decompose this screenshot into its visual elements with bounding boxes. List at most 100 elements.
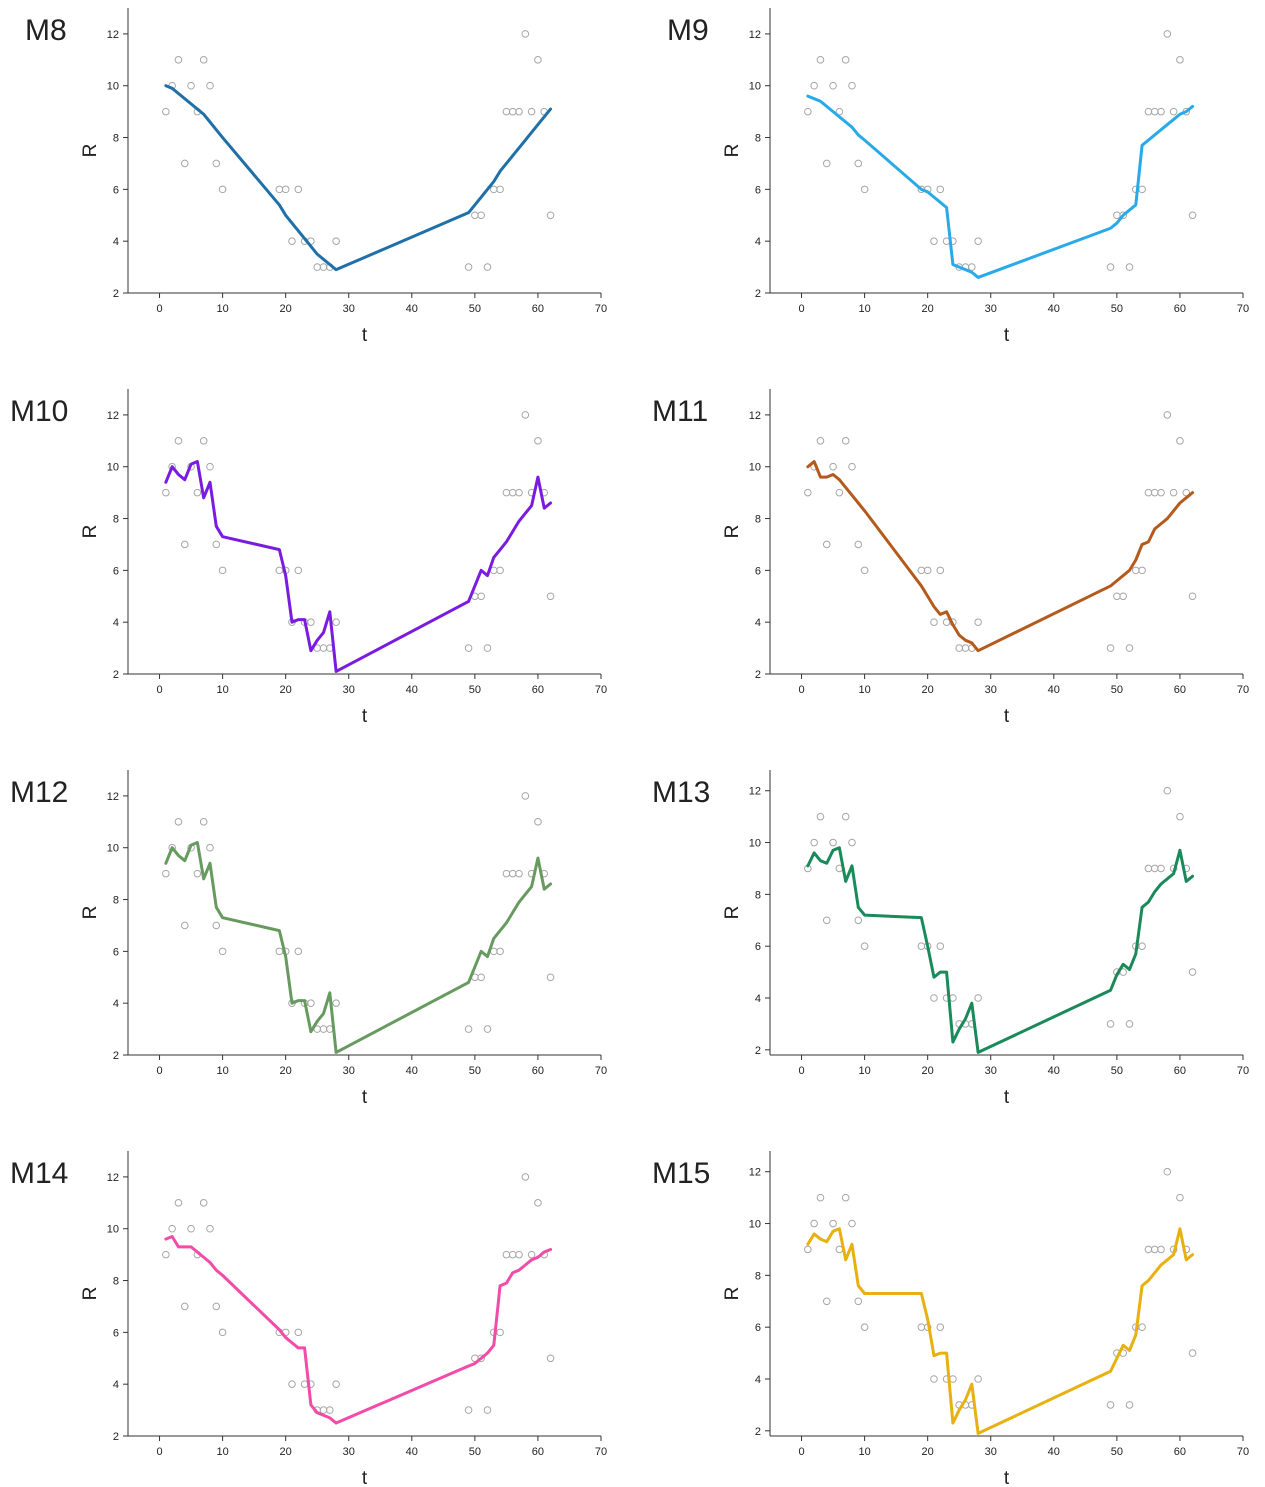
data-point <box>841 437 850 445</box>
x-tick-label: 40 <box>406 1446 418 1458</box>
data-point <box>917 942 926 950</box>
data-point <box>923 566 932 575</box>
data-point <box>955 644 964 652</box>
data-point <box>206 81 214 90</box>
y-tick-label: 8 <box>113 895 119 907</box>
x-tick-label: 0 <box>798 303 804 315</box>
x-tick-label: 40 <box>406 303 418 315</box>
x-tick-label: 0 <box>156 303 162 315</box>
x-tick-label: 10 <box>216 684 228 696</box>
y-tick-label: 10 <box>107 462 119 474</box>
data-point <box>917 566 926 575</box>
x-tick-label: 40 <box>1048 303 1060 315</box>
y-axis-label: R <box>80 144 101 158</box>
y-tick-label: 2 <box>113 1050 119 1062</box>
panel-title: M13 <box>652 776 710 809</box>
panel-title: M10 <box>10 395 68 428</box>
x-tick-label: 0 <box>798 684 804 696</box>
data-point <box>930 994 938 1002</box>
x-tick-label: 20 <box>922 1446 934 1458</box>
data-point <box>174 437 183 445</box>
panel-title: M14 <box>10 1157 68 1190</box>
data-point <box>477 973 485 982</box>
data-point <box>822 159 831 168</box>
y-tick-label: 12 <box>107 1172 119 1184</box>
data-point <box>841 1193 850 1202</box>
data-point <box>180 1302 189 1311</box>
data-point <box>180 159 189 168</box>
data-point <box>930 237 938 245</box>
x-tick-label: 70 <box>1237 1065 1249 1077</box>
data-point <box>1176 812 1184 821</box>
data-point <box>187 81 195 90</box>
data-point <box>1169 107 1178 116</box>
data-point <box>489 185 498 194</box>
data-point <box>212 159 221 168</box>
y-tick-label: 12 <box>107 29 119 41</box>
data-point <box>1106 1401 1115 1409</box>
y-tick-label: 4 <box>755 617 761 629</box>
x-axis-label: t <box>1004 1087 1010 1108</box>
data-point <box>471 211 479 220</box>
data-point <box>288 237 296 245</box>
x-tick-label: 50 <box>469 1065 481 1077</box>
panel: M10 2 4 6 8 10 12 0 10 20 30 40 50 60 70 t R <box>10 389 607 727</box>
data-point <box>974 618 982 626</box>
data-point <box>1106 644 1115 652</box>
data-point <box>477 211 485 220</box>
x-tick-label: 30 <box>343 1446 355 1458</box>
data-point <box>1163 1167 1172 1176</box>
data-point <box>294 947 303 956</box>
data-point <box>515 107 523 116</box>
y-tick-label: 10 <box>749 462 761 474</box>
y-tick-label: 12 <box>749 410 761 422</box>
data-point <box>294 185 303 194</box>
data-point <box>521 792 530 800</box>
x-tick-label: 60 <box>532 684 544 696</box>
x-tick-label: 30 <box>985 684 997 696</box>
y-tick-label: 6 <box>113 946 119 958</box>
data-point <box>307 999 315 1007</box>
panel: M14 2 4 6 8 10 12 0 10 20 30 40 50 60 70 t R <box>10 1151 607 1487</box>
x-tick-label: 20 <box>922 684 934 696</box>
data-point <box>860 942 869 950</box>
x-tick-label: 70 <box>595 684 607 696</box>
data-point <box>974 1375 982 1383</box>
data-point <box>1163 30 1172 38</box>
data-point <box>319 1406 328 1414</box>
data-point <box>1138 1323 1146 1331</box>
y-tick-label: 8 <box>755 133 761 145</box>
x-tick-label: 0 <box>156 1065 162 1077</box>
data-point <box>1125 1020 1134 1028</box>
data-point <box>483 1406 492 1414</box>
x-tick-label: 70 <box>1237 684 1249 696</box>
x-axis-label: t <box>362 1468 368 1487</box>
data-point <box>218 185 227 194</box>
y-tick-label: 8 <box>755 1270 761 1282</box>
data-point <box>483 263 492 271</box>
data-point <box>162 1250 170 1259</box>
data-point <box>816 437 825 445</box>
y-tick-label: 2 <box>113 288 119 300</box>
y-axis-label: R <box>722 1287 743 1301</box>
data-point <box>1106 263 1115 271</box>
data-point <box>829 838 837 847</box>
data-point <box>936 1323 945 1331</box>
x-tick-label: 40 <box>406 1065 418 1077</box>
data-point <box>930 1375 938 1383</box>
x-axis-label: t <box>362 1087 368 1108</box>
data-point <box>502 107 511 116</box>
x-tick-label: 70 <box>595 303 607 315</box>
data-point <box>1106 1020 1115 1028</box>
data-point <box>822 916 831 925</box>
x-tick-label: 50 <box>469 1446 481 1458</box>
data-point <box>521 30 530 38</box>
data-point <box>477 1354 485 1363</box>
data-point <box>848 81 856 90</box>
data-point <box>936 185 945 194</box>
data-point <box>804 488 812 497</box>
y-axis-label: R <box>722 525 743 539</box>
y-tick-label: 10 <box>749 81 761 93</box>
x-tick-label: 20 <box>280 684 292 696</box>
